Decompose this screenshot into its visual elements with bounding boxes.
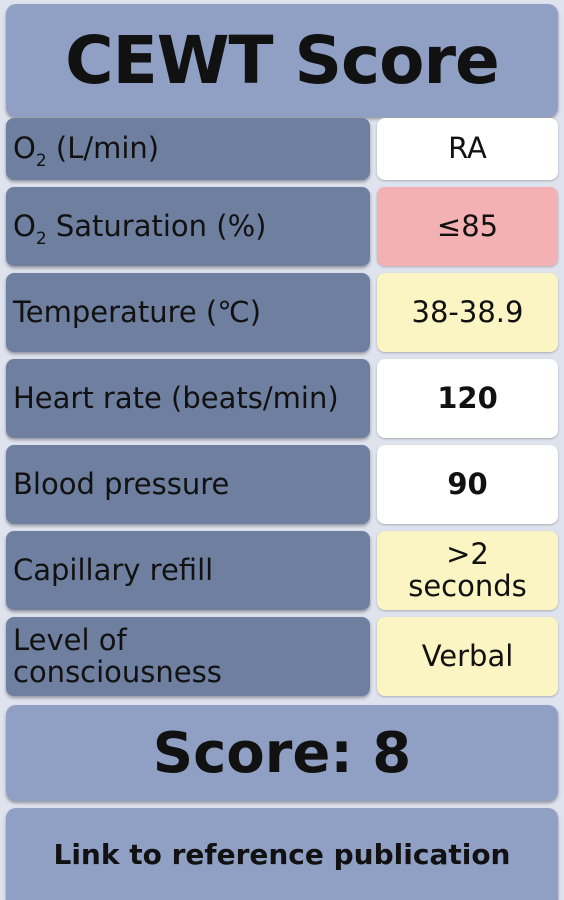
- row-label-text: Blood pressure: [13, 466, 230, 501]
- reference-link-label: Link to reference publication: [53, 837, 511, 871]
- row-value-text: ≤85: [436, 208, 499, 243]
- row-value-blood-pressure[interactable]: 90: [377, 445, 558, 524]
- row-value-text: Verbal: [421, 638, 514, 673]
- score-display: Score: 8: [6, 705, 558, 801]
- row-value-o2-flow[interactable]: RA: [377, 118, 558, 180]
- row-label-o2-flow: O2 (L/min): [6, 118, 370, 180]
- row-value-temperature[interactable]: 38-38.9: [377, 273, 558, 352]
- row-label-text: Heart rate (beats/min): [13, 380, 339, 415]
- score-text: Score: 8: [152, 720, 412, 786]
- row-label-o2-saturation: O2 Saturation (%): [6, 187, 370, 266]
- row-label-text: Capillary refill: [13, 552, 214, 587]
- row-value-text: RA: [448, 131, 487, 166]
- row-value-text: >2 seconds: [408, 536, 527, 603]
- row-label-text: O2 Saturation (%): [13, 208, 267, 249]
- row-label-blood-pressure: Blood pressure: [6, 445, 370, 524]
- row-label-text: Temperature (℃): [13, 294, 262, 329]
- row-label-heart-rate: Heart rate (beats/min): [6, 359, 370, 438]
- row-value-text: 90: [447, 466, 488, 501]
- row-value-o2-saturation[interactable]: ≤85: [377, 187, 558, 266]
- row-label-level-of-consciousness: Level of consciousness: [6, 617, 370, 696]
- reference-link-button[interactable]: Link to reference publication: [6, 808, 558, 900]
- row-value-text: 38-38.9: [411, 294, 524, 329]
- title-banner: CEWT Score: [6, 4, 558, 117]
- row-label-temperature: Temperature (℃): [6, 273, 370, 352]
- row-value-text: 120: [437, 380, 498, 415]
- page-title: CEWT Score: [65, 22, 500, 99]
- row-value-level-of-consciousness[interactable]: Verbal: [377, 617, 558, 696]
- row-label-text: O2 (L/min): [13, 131, 160, 172]
- row-value-heart-rate[interactable]: 120: [377, 359, 558, 438]
- row-label-capillary-refill: Capillary refill: [6, 531, 370, 610]
- row-label-text: Level of consciousness: [13, 623, 222, 689]
- row-value-capillary-refill[interactable]: >2 seconds: [377, 531, 558, 610]
